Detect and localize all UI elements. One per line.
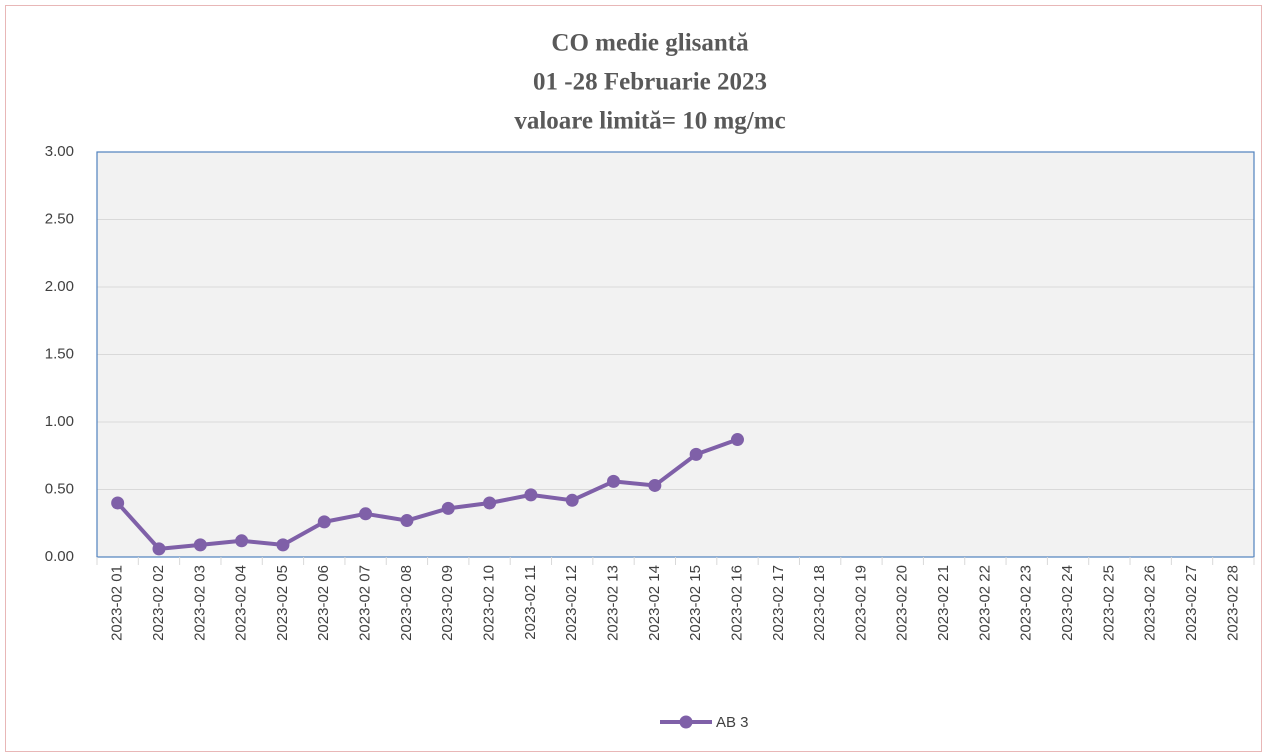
- legend-marker: [679, 715, 693, 729]
- x-tick-label: 2023-02 24: [1059, 565, 1076, 641]
- x-tick-label: 2023-02 25: [1100, 565, 1117, 641]
- legend-label: AB 3: [716, 714, 749, 731]
- x-tick-label: 2023-02 19: [852, 565, 869, 641]
- point: [317, 515, 331, 529]
- point: [400, 514, 414, 528]
- point: [441, 501, 455, 515]
- x-tick-label: 2023-02 03: [191, 565, 208, 641]
- x-tick-label: 2023-02 16: [728, 565, 745, 641]
- y-tick-label: 0.50: [45, 480, 74, 497]
- point: [276, 538, 290, 552]
- x-tick-label: 2023-02 23: [1018, 565, 1035, 641]
- chart-title: valoare limită= 10 mg/mc: [514, 108, 785, 135]
- x-tick-label: 2023-02 15: [687, 565, 704, 641]
- x-tick-label: 2023-02 04: [233, 565, 250, 641]
- x-tick-label: 2023-02 21: [935, 565, 952, 641]
- y-tick-label: 2.50: [45, 210, 74, 227]
- x-tick-label: 2023-02 22: [976, 565, 993, 641]
- y-tick-label: 3.00: [45, 143, 74, 160]
- x-tick-label: 2023-02 09: [439, 565, 456, 641]
- x-tick-label: 2023-02 18: [811, 565, 828, 641]
- point: [111, 496, 125, 510]
- point: [235, 534, 249, 548]
- x-tick-label: 2023-02 28: [1224, 565, 1241, 641]
- point: [607, 474, 621, 488]
- x-tick-label: 2023-02 08: [398, 565, 415, 641]
- y-tick-label: 1.00: [45, 413, 74, 430]
- x-tick-label: 2023-02 06: [315, 565, 332, 641]
- x-tick-label: 2023-02 26: [1142, 565, 1159, 641]
- x-tick-label: 2023-02 11: [522, 565, 539, 640]
- point: [193, 538, 207, 552]
- point: [648, 478, 662, 492]
- y-tick-label: 2.00: [45, 278, 74, 295]
- x-tick-label: 2023-02 02: [150, 565, 167, 641]
- point: [565, 493, 579, 507]
- y-tick-label: 1.50: [45, 345, 74, 362]
- x-tick-label: 2023-02 27: [1183, 565, 1200, 641]
- x-tick-label: 2023-02 17: [770, 565, 787, 641]
- chart-title: CO medie glisantă: [551, 30, 749, 57]
- chart-title: 01 -28 Februarie 2023: [533, 69, 767, 96]
- point: [730, 433, 744, 447]
- point: [152, 542, 166, 556]
- point: [689, 447, 703, 461]
- x-tick-label: 2023-02 20: [894, 565, 911, 641]
- y-tick-label: 0.00: [45, 548, 74, 565]
- x-tick-label: 2023-02 10: [481, 565, 498, 641]
- point: [483, 496, 497, 510]
- x-tick-label: 2023-02 07: [357, 565, 374, 641]
- x-tick-label: 2023-02 01: [109, 565, 126, 641]
- x-tick-label: 2023-02 05: [274, 565, 291, 641]
- series-line: [116, 437, 739, 551]
- x-tick-label: 2023-02 13: [604, 565, 621, 641]
- x-tick-label: 2023-02 12: [563, 565, 580, 641]
- point: [359, 507, 373, 521]
- point: [524, 488, 538, 502]
- x-tick-label: 2023-02 14: [646, 565, 663, 641]
